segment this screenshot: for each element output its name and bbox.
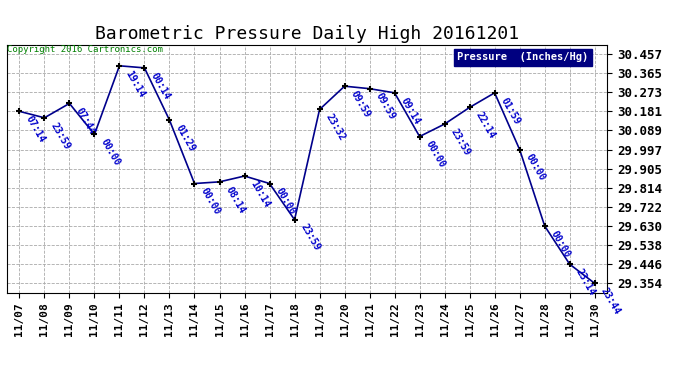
Text: 00:00: 00:00 xyxy=(199,186,222,217)
Text: 01:59: 01:59 xyxy=(499,96,522,126)
Text: 23:59: 23:59 xyxy=(448,127,472,157)
Text: 09:59: 09:59 xyxy=(374,92,397,122)
Text: 09:59: 09:59 xyxy=(348,89,372,119)
Text: 19:14: 19:14 xyxy=(124,69,147,99)
Text: 23:32: 23:32 xyxy=(324,112,347,143)
Text: Copyright 2016 Cartronics.com: Copyright 2016 Cartronics.com xyxy=(7,45,163,54)
Text: 23:59: 23:59 xyxy=(48,121,72,151)
Text: Pressure  (Inches/Hg): Pressure (Inches/Hg) xyxy=(457,53,589,62)
Text: 09:14: 09:14 xyxy=(399,96,422,126)
Text: 00:00: 00:00 xyxy=(549,229,572,259)
Text: 23:44: 23:44 xyxy=(599,286,622,316)
Text: 01:29: 01:29 xyxy=(174,123,197,153)
Text: 23:59: 23:59 xyxy=(299,222,322,253)
Title: Barometric Pressure Daily High 20161201: Barometric Pressure Daily High 20161201 xyxy=(95,26,519,44)
Text: 00:00: 00:00 xyxy=(524,152,547,183)
Text: 07:44: 07:44 xyxy=(74,106,97,136)
Text: 00:00: 00:00 xyxy=(274,186,297,217)
Text: 22:14: 22:14 xyxy=(474,110,497,141)
Text: 08:14: 08:14 xyxy=(224,184,247,215)
Text: 07:14: 07:14 xyxy=(23,114,47,145)
Text: 10:14: 10:14 xyxy=(248,179,272,209)
Text: 23:14: 23:14 xyxy=(574,267,598,297)
Text: 00:00: 00:00 xyxy=(99,137,122,168)
Text: 00:00: 00:00 xyxy=(424,139,447,170)
Text: 00:14: 00:14 xyxy=(148,70,172,101)
